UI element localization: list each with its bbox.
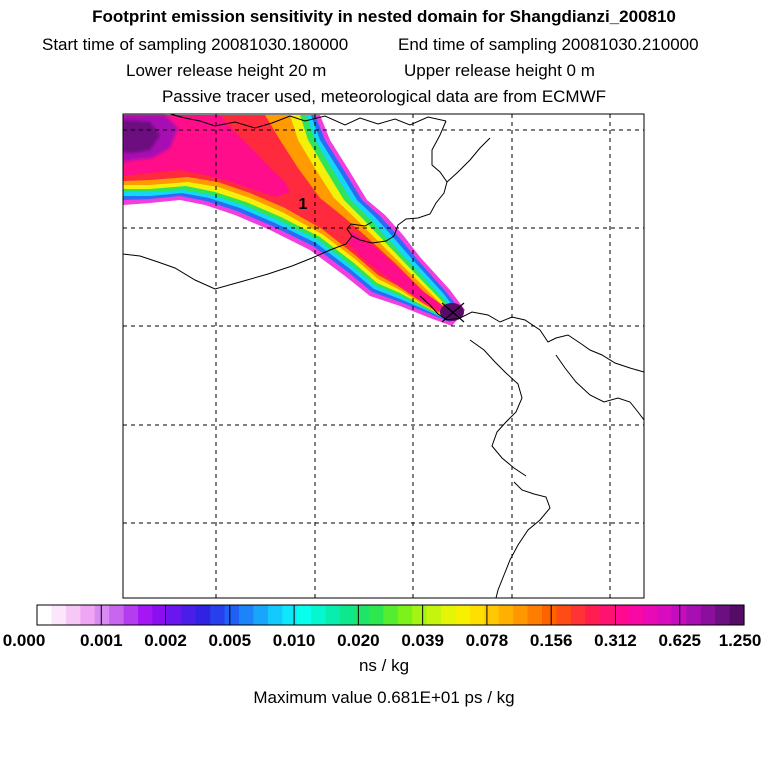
colorbar-swatch	[282, 605, 298, 625]
receptor-cross-icon	[441, 302, 465, 323]
colorbar-swatch	[311, 605, 327, 625]
colorbar-swatch	[498, 605, 514, 625]
colorbar-swatch	[686, 605, 702, 625]
colorbar-swatch	[469, 605, 485, 625]
colorbar-swatch	[628, 605, 644, 625]
colorbar-tick-label: 0.078	[465, 631, 509, 650]
colorbar-swatch	[368, 605, 384, 625]
maximum-value-text: Maximum value 0.681E+01 ps / kg	[253, 688, 515, 707]
colorbar-swatch	[181, 605, 197, 625]
colorbar-frame	[36, 604, 745, 626]
colorbar-tick-label: 0.039	[401, 631, 444, 650]
colorbar-swatch	[426, 605, 442, 625]
colorbar-swatch	[715, 605, 731, 625]
border-upper	[169, 114, 447, 129]
colorbar-tick-label: 1.250	[718, 631, 762, 650]
colorbar-swatch	[570, 605, 586, 625]
colorbar-swatch	[484, 605, 500, 625]
colorbar-swatch	[94, 605, 110, 625]
colorbar-swatch	[37, 605, 53, 625]
colorbar-swatch	[556, 605, 572, 625]
colorbar-tick-label: 0.020	[337, 631, 380, 650]
colorbar-swatch	[599, 605, 615, 625]
coast-bay	[419, 295, 644, 373]
plume-core-darkpurple	[123, 120, 160, 153]
colorbar-tick-label: 0.000	[2, 631, 46, 650]
map-grid	[123, 114, 644, 598]
colorbar-swatch	[527, 605, 543, 625]
colorbar-swatch	[354, 605, 370, 625]
colorbar	[36, 604, 745, 626]
colorbar-swatch	[109, 605, 125, 625]
colorbar-tick-label: 0.010	[272, 631, 316, 650]
colorbar-tick-label: 0.156	[529, 631, 573, 650]
colorbar-swatch	[585, 605, 601, 625]
colorbar-swatch	[513, 605, 529, 625]
colorbar-swatch	[138, 605, 154, 625]
colorbar-swatch	[239, 605, 255, 625]
colorbar-swatch	[383, 605, 399, 625]
colorbar-swatch	[51, 605, 67, 625]
coast-northeast	[346, 120, 448, 244]
colorbar-tick-label: 0.001	[79, 631, 123, 650]
footprint-plume	[123, 115, 465, 326]
border-west	[123, 235, 353, 290]
colorbar-swatch	[80, 605, 96, 625]
colorbar-swatch	[325, 605, 341, 625]
colorbar-swatch	[455, 605, 471, 625]
coastline-borders	[123, 114, 644, 598]
coast-south	[495, 481, 551, 598]
colorbar-swatch	[643, 605, 659, 625]
colorbar-swatch	[397, 605, 413, 625]
map-frame	[122, 113, 645, 599]
colorbar-units: ns / kg	[358, 656, 410, 675]
colorbar-swatch	[253, 605, 269, 625]
colorbar-swatch	[195, 605, 211, 625]
plume-band-pink-south	[348, 232, 446, 311]
colorbar-tick-label: 0.005	[208, 631, 252, 650]
colorbar-tick-label: 0.625	[658, 631, 701, 650]
colorbar-swatch	[729, 605, 745, 625]
colorbar-swatch	[166, 605, 182, 625]
colorbar-swatch	[412, 605, 428, 625]
colorbar-swatch	[123, 605, 139, 625]
tracer-note: Passive tracer used, meteorological data…	[161, 87, 607, 106]
lower-release-height-label: Lower release height 20 m	[126, 61, 327, 80]
release-marker-label: 1	[299, 196, 308, 213]
end-time-label: End time of sampling 20081030.210000	[398, 35, 699, 54]
colorbar-swatch	[152, 605, 168, 625]
colorbar-swatch	[542, 605, 558, 625]
colorbar-swatch	[267, 605, 283, 625]
colorbar-swatch	[210, 605, 226, 625]
colorbar-swatch	[340, 605, 356, 625]
coast-east-upper	[446, 137, 491, 183]
start-time-label: Start time of sampling 20081030.180000	[42, 35, 349, 54]
colorbar-swatch	[224, 605, 240, 625]
colorbar-swatch	[657, 605, 673, 625]
peninsula-west	[469, 339, 527, 477]
colorbar-swatch	[700, 605, 716, 625]
colorbar-tick-label: 0.002	[144, 631, 187, 650]
colorbar-swatch	[296, 605, 312, 625]
colorbar-swatch	[65, 605, 81, 625]
colorbar-swatch	[614, 605, 630, 625]
upper-release-height-label: Upper release height 0 m	[404, 61, 595, 80]
chart-title: Footprint emission sensitivity in nested…	[92, 7, 676, 26]
colorbar-swatch	[441, 605, 457, 625]
colorbar-tick-label: 0.312	[594, 631, 637, 650]
peninsula-east	[555, 354, 644, 421]
